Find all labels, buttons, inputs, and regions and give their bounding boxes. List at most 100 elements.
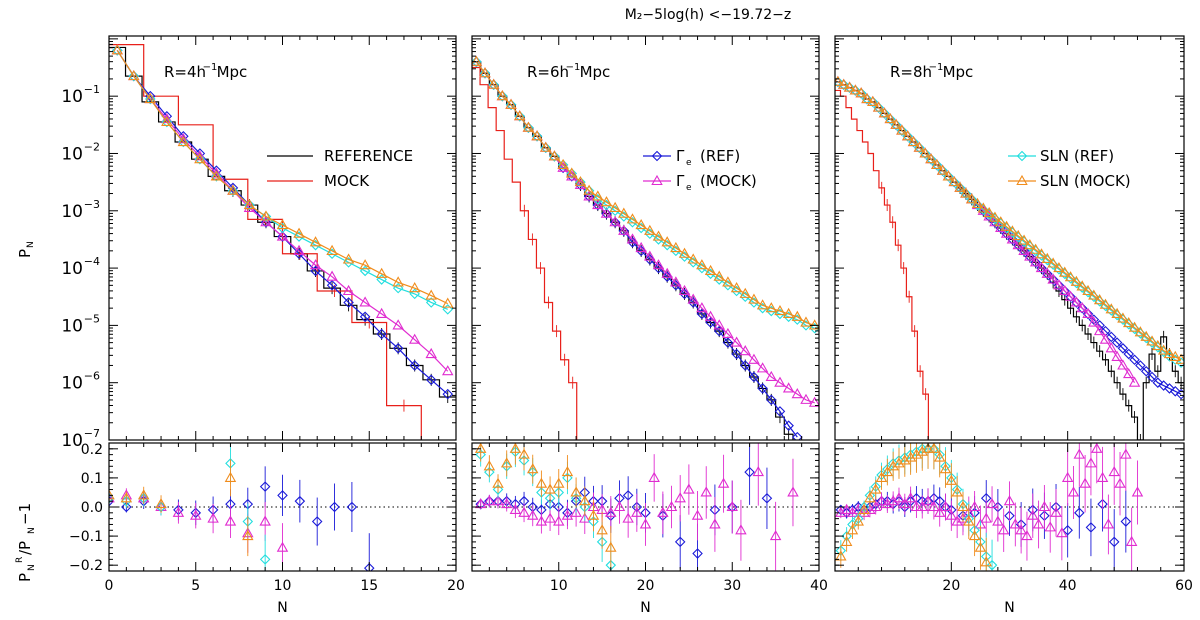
data-point [1082, 308, 1094, 320]
data-point [992, 515, 1004, 526]
data-point [739, 345, 752, 356]
data-point [849, 84, 862, 95]
data-point [626, 233, 639, 244]
data-point [587, 509, 600, 520]
data-point [933, 506, 946, 517]
data-point [346, 501, 358, 513]
data-point [549, 151, 560, 162]
series-sln_mock [109, 459, 254, 557]
data-point [902, 131, 913, 142]
data-point [1050, 506, 1062, 517]
annotation-sup: −1 [929, 62, 944, 73]
data-point [893, 492, 905, 503]
data-point [919, 147, 931, 158]
data-point [1108, 465, 1120, 477]
data-point [884, 112, 897, 124]
data-point [277, 231, 288, 242]
data-point [1076, 302, 1088, 314]
panel-annotation: R=4h−1 Mpc [164, 62, 247, 81]
data-point [601, 208, 612, 219]
data-point [276, 218, 289, 230]
x-tick-label: 20 [942, 578, 960, 594]
data-point [109, 492, 115, 503]
data-point [1064, 271, 1077, 282]
data-point [896, 124, 908, 135]
series-mock [109, 43, 422, 440]
series-mock [472, 66, 578, 440]
y-label-top-sub: N [26, 241, 36, 248]
plot-area [472, 443, 819, 571]
x-axis-label: N [277, 600, 287, 616]
data-point [1018, 244, 1030, 255]
data-point [965, 193, 978, 204]
data-point [1059, 266, 1071, 277]
legend-item-sln-mock-: SLN (MOCK) [1008, 172, 1131, 190]
data-point [583, 185, 595, 197]
data-point [873, 102, 884, 113]
data-point [705, 317, 716, 328]
data-point [1140, 365, 1152, 377]
data-point [913, 141, 926, 152]
data-point [783, 420, 794, 431]
data-point [579, 495, 591, 506]
data-point [276, 541, 289, 552]
data-point [207, 512, 219, 523]
data-point [483, 495, 496, 506]
data-point [1070, 275, 1083, 286]
data-point [1088, 289, 1100, 300]
data-point [557, 159, 569, 171]
data-point [359, 259, 371, 270]
data-point [592, 199, 604, 211]
data-point [605, 506, 617, 517]
data-point [375, 307, 388, 318]
data-point [1082, 284, 1094, 296]
y-tick-label: 0.2 [81, 442, 103, 458]
x-tick-label: 5 [191, 578, 200, 594]
annotation-main: R=6h [527, 63, 569, 81]
data-point [713, 319, 725, 330]
data-point [592, 190, 604, 201]
data-point [739, 287, 752, 298]
annotation-tail: Mpc [217, 63, 248, 81]
data-point [472, 56, 482, 68]
data-point [1122, 367, 1135, 379]
data-point [971, 197, 984, 208]
data-point [1032, 518, 1045, 529]
data-point [904, 492, 917, 503]
data-point [1036, 262, 1047, 274]
legend-marker [1016, 174, 1028, 186]
data-point [846, 524, 859, 535]
data-point [1009, 518, 1022, 529]
data-point [618, 207, 630, 218]
data-point [951, 486, 963, 497]
data-point [726, 500, 738, 512]
panel-annotation: R=6h−1 Mpc [527, 62, 610, 81]
data-point [766, 394, 777, 406]
data-point [1158, 380, 1169, 391]
data-point [1065, 291, 1076, 303]
data-point [544, 492, 556, 504]
data-point [687, 293, 699, 304]
y-label-bottom-tail: −1 [16, 503, 34, 525]
annotation-main: R=8h [890, 63, 932, 81]
data-point [931, 158, 943, 169]
data-point [605, 541, 617, 552]
y-label-top-main: P [16, 249, 34, 258]
data-point [1044, 521, 1056, 532]
model-line [475, 61, 815, 404]
data-point [966, 194, 977, 205]
data-point [1128, 376, 1141, 387]
y-label-bottom-rest-sub: N [27, 527, 37, 534]
annotation-sup: −1 [203, 62, 218, 73]
data-point [600, 196, 613, 207]
data-point [472, 55, 483, 66]
x-axis-label: N [1004, 600, 1014, 616]
x-tick-label: 0 [105, 578, 114, 594]
data-point [774, 304, 786, 316]
data-point [757, 383, 768, 394]
data-point [890, 118, 902, 129]
data-point [748, 293, 760, 304]
data-point [756, 362, 769, 373]
data-point [692, 548, 703, 559]
data-point [442, 304, 454, 315]
